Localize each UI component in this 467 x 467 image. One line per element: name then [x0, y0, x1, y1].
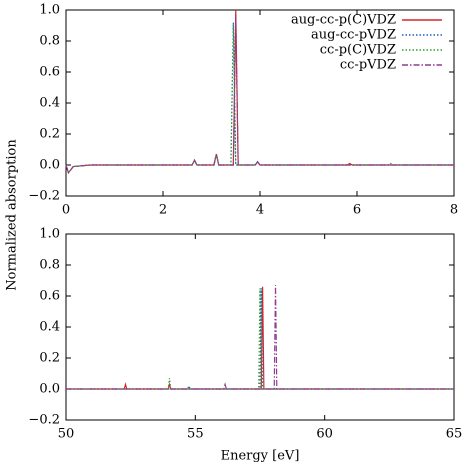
y-tick-label: 0.6 — [39, 289, 60, 304]
spectrum-line — [66, 288, 454, 390]
x-tick-label: 55 — [187, 427, 204, 442]
y-tick-label: 0.8 — [39, 34, 60, 49]
x-tick-label: 50 — [58, 427, 75, 442]
y-tick-label: −0.2 — [28, 413, 60, 428]
spectrum-line — [66, 285, 454, 390]
x-tick-label: 65 — [446, 427, 463, 442]
y-tick-label: 0.4 — [39, 320, 60, 335]
x-tick-label: 6 — [353, 203, 361, 218]
x-tick-label: 0 — [62, 203, 70, 218]
x-tick-label: 4 — [256, 203, 264, 218]
y-tick-label: 0.6 — [39, 65, 60, 80]
spectrum-line — [66, 288, 454, 390]
legend-label: aug-cc-p(C)VDZ — [291, 13, 396, 28]
y-tick-label: 1.0 — [39, 227, 60, 242]
spectrum-line — [66, 286, 454, 390]
y-tick-label: 0.0 — [39, 382, 60, 397]
legend-label: cc-p(C)VDZ — [320, 43, 396, 58]
x-tick-label: 2 — [159, 203, 167, 218]
y-axis-label: Normalized absorption — [5, 139, 20, 291]
y-tick-label: 0.2 — [39, 351, 60, 366]
y-tick-label: −0.2 — [28, 189, 60, 204]
y-tick-label: 0.8 — [39, 258, 60, 273]
legend-label: cc-pVDZ — [340, 58, 396, 73]
y-tick-label: 0.2 — [39, 127, 60, 142]
spectrum-line — [65, 14, 454, 175]
x-tick-label: 60 — [316, 427, 333, 442]
x-axis-label: Energy [eV] — [221, 449, 300, 464]
y-tick-label: 0.0 — [39, 158, 60, 173]
legend-label: aug-cc-pVDZ — [311, 28, 396, 43]
y-tick-label: 1.0 — [39, 3, 60, 18]
x-tick-label: 8 — [450, 203, 458, 218]
y-tick-label: 0.4 — [39, 96, 60, 111]
